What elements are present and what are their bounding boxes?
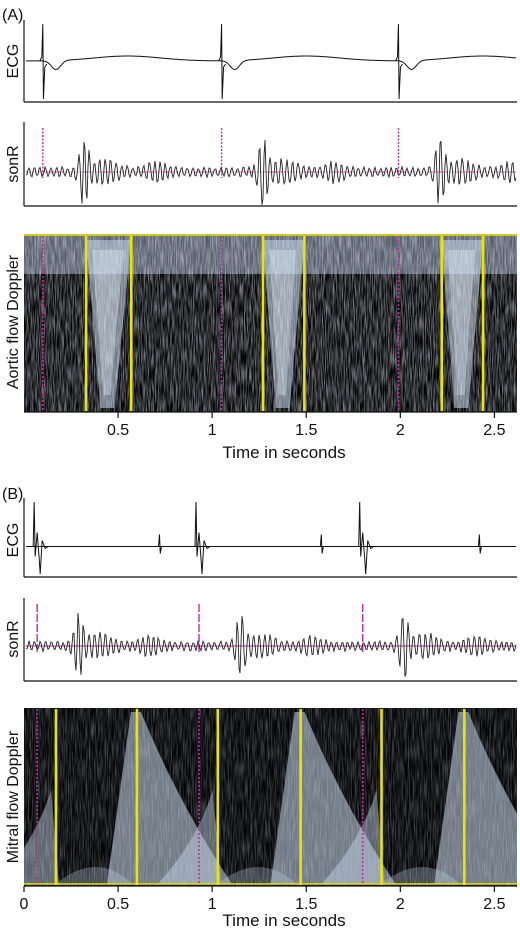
- aortic-flow-core: [92, 250, 124, 395]
- mitral-diastasis: [55, 867, 133, 884]
- mitral-diastasis: [217, 867, 297, 884]
- panel-a-sonr-trace: [25, 139, 517, 205]
- panel-b-label: (B): [2, 486, 23, 503]
- mitral-a-wave: [24, 790, 59, 884]
- aortic-flow-envelope: [86, 240, 132, 408]
- panel-b-doppler: Mitral flow Doppler 0 0.5 1 1.5 2 2.5 Time in…: [5, 708, 517, 930]
- mitral-e-wave: [434, 712, 517, 884]
- panel-b-sonr: sonR: [5, 598, 517, 682]
- panel-a-doppler-magenta-markers: [42, 236, 400, 411]
- panel-b-sonr-ylabel: sonR: [5, 620, 22, 657]
- panel-b-ecg-ylabel: ECG: [5, 523, 22, 558]
- panel-b-doppler-noise: [24, 708, 517, 886]
- panel-b-doppler-ylabel: Mitral flow Doppler: [5, 730, 22, 863]
- panel-b-sonr-trace: [25, 612, 517, 677]
- x-tick-label: 0.5: [107, 422, 129, 439]
- panel-a: (A) ECG sonR Aortic flow Doppler: [2, 7, 517, 462]
- x-tick-label: 2.5: [483, 422, 505, 439]
- panel-b-ecg: ECG: [5, 498, 517, 578]
- panel-a-sonr-ylabel: sonR: [5, 145, 22, 182]
- panel-b: (B) ECG sonR Mitral flow Doppler: [2, 486, 517, 930]
- x-tick-label: 1.5: [295, 422, 317, 439]
- panel-a-doppler-yellow-markers: [84, 236, 485, 411]
- aortic-flow-core: [447, 250, 476, 395]
- aortic-flow-core: [268, 250, 297, 395]
- mitral-a-wave: [157, 790, 221, 884]
- mitral-a-wave: [321, 790, 385, 884]
- panel-a-ecg-ylabel: ECG: [5, 44, 22, 79]
- panel-a-x-ticks: 0.5 1 1.5 2 2.5: [107, 412, 506, 439]
- panel-a-doppler-flows: [86, 240, 484, 408]
- panel-a-xlabel: Time in seconds: [222, 443, 345, 462]
- panel-b-x-ticks: 0 0.5 1 1.5 2 2.5: [20, 886, 506, 913]
- panel-b-ecg-trace: [26, 501, 516, 575]
- aortic-flow-envelope: [262, 240, 305, 408]
- x-tick-label: 0.5: [107, 896, 129, 913]
- x-tick-label: 0: [20, 896, 29, 913]
- aortic-flow-envelope: [441, 240, 484, 408]
- panel-b-xlabel: Time in seconds: [222, 911, 345, 930]
- panel-b-doppler-image: [24, 708, 517, 886]
- x-tick-label: 2: [396, 896, 405, 913]
- panel-a-ecg: ECG: [5, 20, 517, 103]
- x-tick-label: 2: [396, 422, 405, 439]
- x-tick-label: 1: [208, 896, 217, 913]
- panel-a-label: (A): [2, 7, 23, 24]
- x-tick-label: 1.5: [295, 896, 317, 913]
- panel-a-ecg-trace: [26, 23, 516, 100]
- panel-b-doppler-yellow-markers: [54, 709, 466, 885]
- panel-b-doppler-magenta-markers: [36, 709, 364, 885]
- x-tick-label: 2.5: [483, 896, 505, 913]
- panel-a-doppler-image: [24, 234, 517, 412]
- x-tick-label: 1: [208, 422, 217, 439]
- panel-a-doppler: Aortic flow Doppler 0.5 1 1.5 2 2.5 Time in …: [5, 234, 517, 462]
- mitral-diastasis: [381, 867, 461, 884]
- panel-a-sonr: sonR: [5, 122, 517, 207]
- panel-a-doppler-ylabel: Aortic flow Doppler: [5, 254, 22, 389]
